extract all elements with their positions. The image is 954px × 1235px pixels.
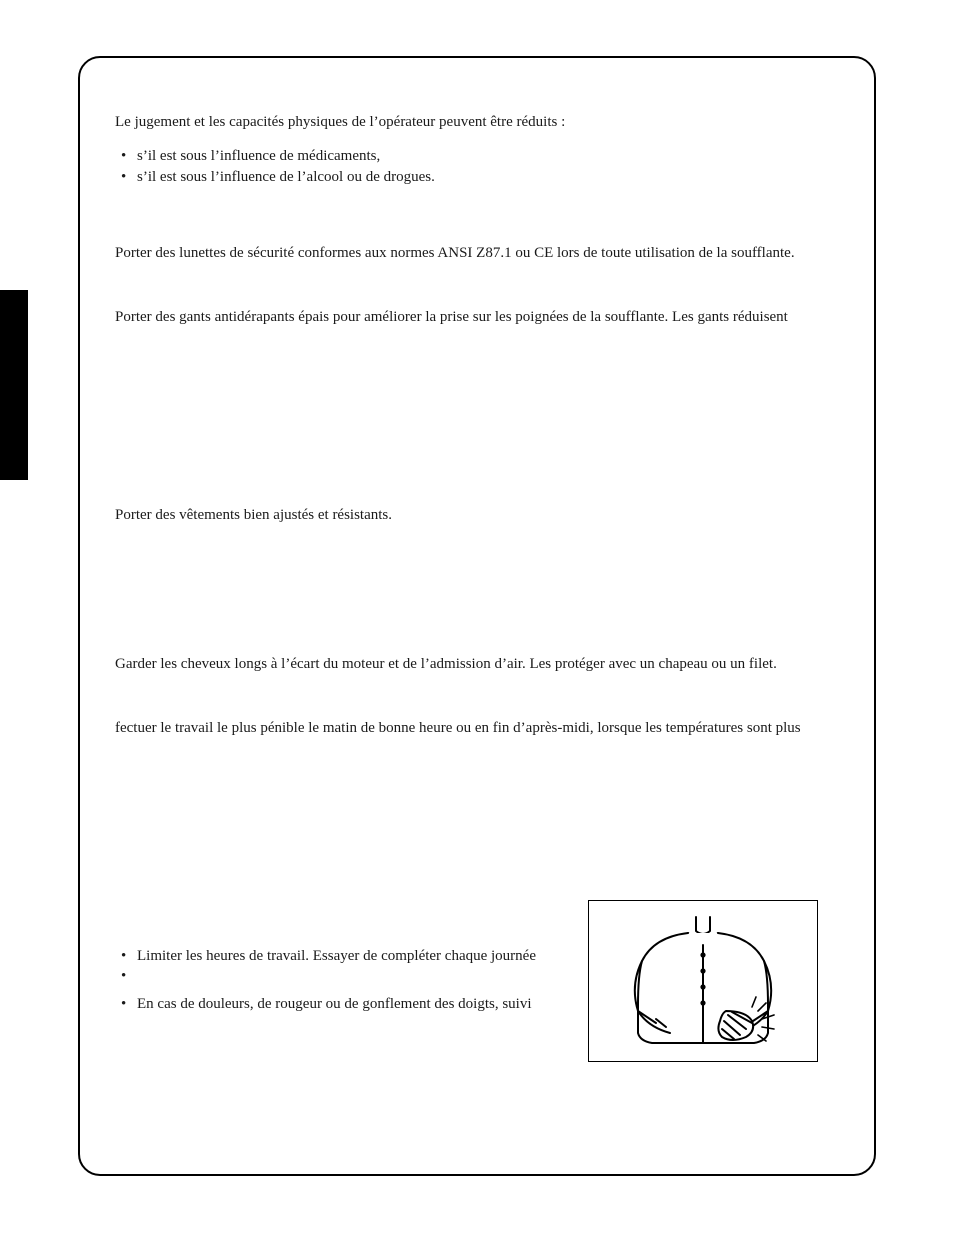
paragraph-hair: Garder les cheveux longs à l’écart du mo… [115,654,845,674]
list-item: s’il est sous l’influence de l’alcool ou… [115,167,845,187]
page-content: Le jugement et les capacités physiques d… [115,112,845,1015]
paragraph-heavy-work: fectuer le travail le plus pénible le ma… [115,718,845,738]
precautions-list: Limiter les heures de travail. Essayer d… [115,946,585,1015]
paragraph-glasses: Porter des lunettes de sécurité conforme… [115,243,845,263]
illustration-tingling-hands [588,900,818,1062]
list-item: Limiter les heures de travail. Essayer d… [115,946,585,966]
list-item: En cas de douleurs, de rougeur ou de gon… [115,994,585,1014]
paragraph-clothing: Porter des vêtements bien ajustés et rés… [115,505,845,525]
side-tab [0,290,28,480]
paragraph-gloves: Porter des gants antidérapants épais pou… [115,307,845,327]
reduced-judgment-list: s’il est sous l’influence de médicaments… [115,146,845,187]
paragraph-intro: Le jugement et les capacités physiques d… [115,112,845,132]
person-hands-icon [608,915,798,1047]
list-item: s’il est sous l’influence de médicaments… [115,146,845,166]
